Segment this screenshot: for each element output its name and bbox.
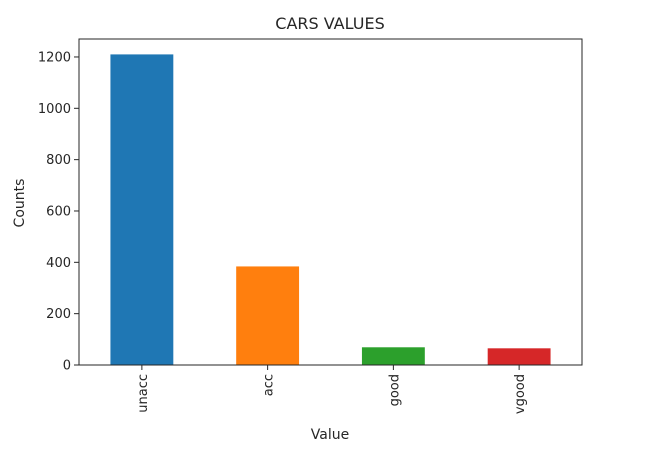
plot-area: unacc acc good vgood 0 200 400 600 800 1000 1200 (38, 38, 583, 414)
bar-acc (236, 266, 300, 365)
y-tick-label: 1000 (38, 102, 71, 117)
y-axis-label: Counts (12, 179, 28, 228)
y-tick-label: 400 (46, 256, 71, 271)
y-tick-label: 1200 (38, 50, 71, 65)
plot-frame (78, 38, 583, 366)
x-tick-label: vgood (513, 374, 528, 414)
bar-unacc (110, 54, 174, 365)
x-tick-label: acc (262, 374, 277, 396)
x-tick-label: unacc (136, 374, 151, 413)
x-axis-label: Value (311, 427, 349, 443)
x-tick-label: good (387, 374, 402, 406)
bar-good (361, 347, 425, 365)
y-tick-label: 200 (46, 307, 71, 322)
bar-vgood (487, 348, 551, 365)
y-tick-label: 0 (63, 359, 71, 374)
chart-title: CARS VALUES (275, 14, 384, 33)
y-tick-label: 600 (46, 204, 71, 219)
y-tick-label: 800 (46, 153, 71, 168)
